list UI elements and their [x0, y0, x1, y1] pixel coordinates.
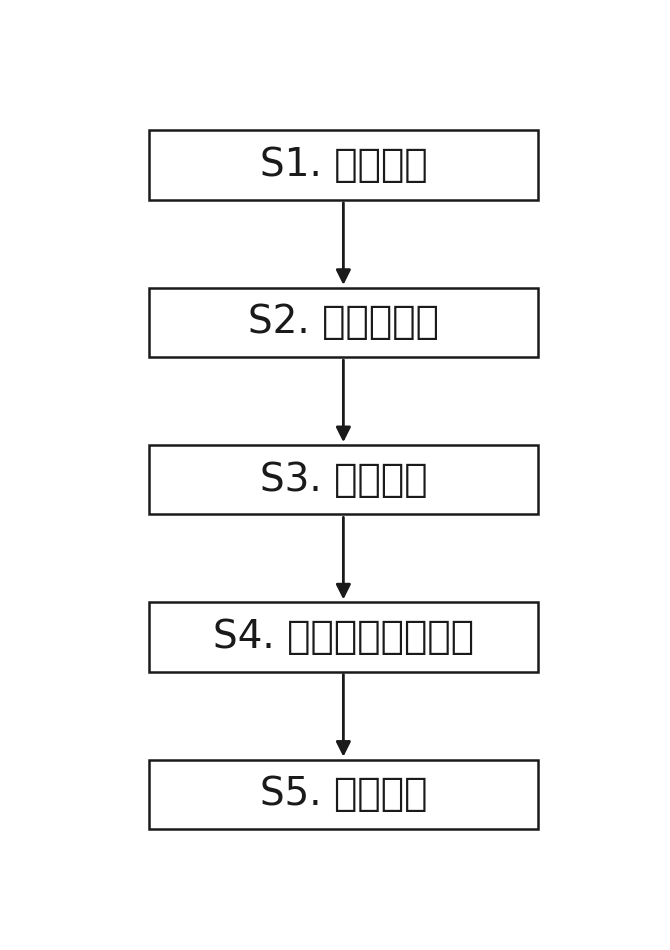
Text: S1. 坦埚填料: S1. 坦埚填料: [259, 146, 427, 184]
Bar: [149, 760, 538, 829]
Bar: [149, 130, 538, 200]
Text: S5. 晋体剥离: S5. 晋体剥离: [260, 775, 427, 813]
Bar: [149, 602, 538, 672]
Text: S3. 籽晋溶接: S3. 籽晋溶接: [259, 461, 427, 499]
Text: S4. 激光诱导晋体生长: S4. 激光诱导晋体生长: [213, 618, 474, 656]
Text: S2. 陶瓷管设置: S2. 陶瓷管设置: [248, 303, 439, 341]
Bar: [149, 445, 538, 515]
Bar: [149, 288, 538, 357]
